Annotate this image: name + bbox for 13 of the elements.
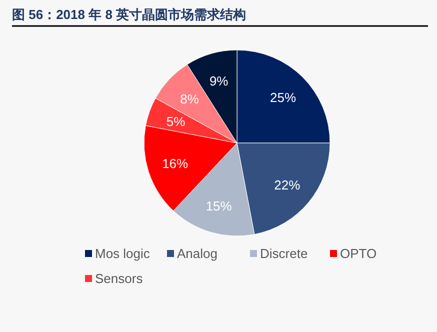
data-label: 8%: [180, 91, 200, 106]
data-label: 9%: [209, 73, 229, 88]
chart-title: 图 56：2018 年 8 英寸晶圆市场需求结构: [12, 7, 246, 22]
legend-label: OPTO: [340, 246, 377, 261]
legend-label: Discrete: [260, 246, 308, 261]
legend-label: Mos logic: [95, 246, 150, 261]
legend-label: Sensors: [95, 271, 144, 286]
data-label: 16%: [162, 156, 189, 172]
data-label: 5%: [166, 114, 186, 129]
data-label: 22%: [274, 177, 301, 192]
data-label: 15%: [206, 198, 232, 214]
data-label: 25%: [270, 90, 296, 105]
legend-label: Analog: [177, 246, 218, 261]
